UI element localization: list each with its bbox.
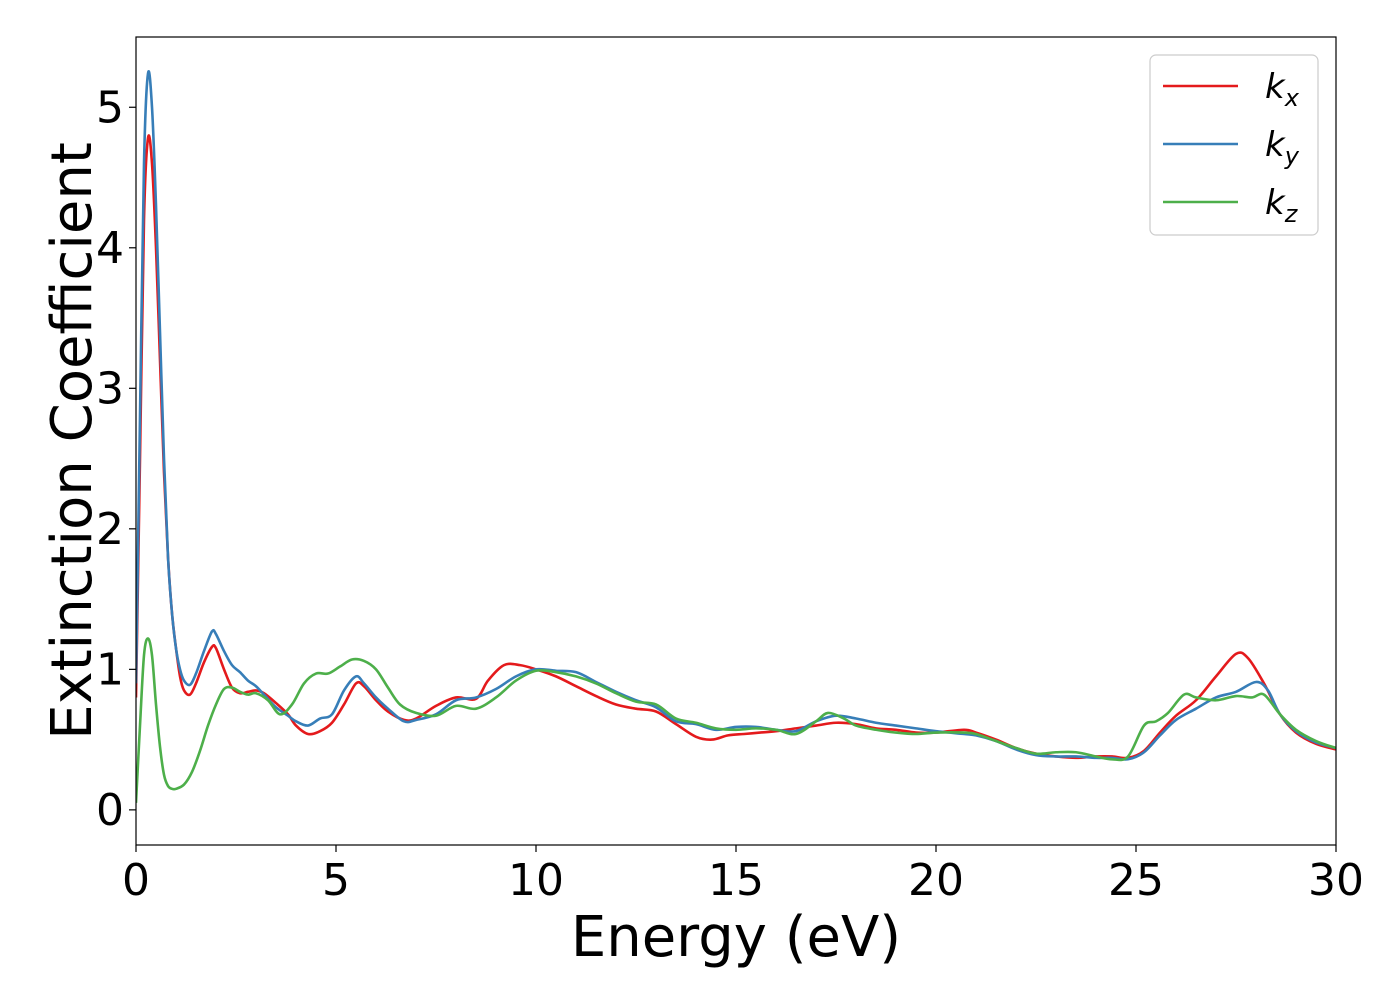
series-line-kz <box>136 637 1336 803</box>
legend-label-kz: kz <box>1265 183 1299 228</box>
legend-label-base: k <box>1265 183 1286 223</box>
x-axis-title: Energy (eV) <box>571 905 901 970</box>
x-tick-label: 25 <box>1108 855 1164 906</box>
legend-label-base: k <box>1265 67 1286 107</box>
legend-label-ky: ky <box>1265 125 1300 170</box>
y-tick-label: 2 <box>96 504 124 555</box>
y-tick-label: 5 <box>96 82 124 133</box>
series-layer <box>136 70 1336 803</box>
x-tick-label: 10 <box>508 855 564 906</box>
x-tick-label: 15 <box>708 855 764 906</box>
legend-label-subscript: y <box>1284 142 1300 170</box>
legend-label-subscript: x <box>1284 84 1300 112</box>
legend-label-kx: kx <box>1265 67 1300 112</box>
y-tick-label: 0 <box>96 785 124 836</box>
legend-label-base: k <box>1265 125 1286 165</box>
x-tick-label: 0 <box>122 855 150 906</box>
ticks-layer: 0 5 10 15 20 25 30 0 1 2 3 4 5 <box>96 82 1364 906</box>
y-tick-label: 4 <box>96 223 124 274</box>
x-tick-label: 5 <box>322 855 350 906</box>
y-axis-title: Extinction Coefficient <box>40 142 105 740</box>
y-tick-label: 3 <box>96 363 124 414</box>
x-tick-label: 20 <box>908 855 964 906</box>
series-line-ky <box>136 70 1336 761</box>
x-tick-label: 30 <box>1308 855 1364 906</box>
y-tick-label: 1 <box>96 644 124 695</box>
legend-label-subscript: z <box>1284 200 1299 228</box>
